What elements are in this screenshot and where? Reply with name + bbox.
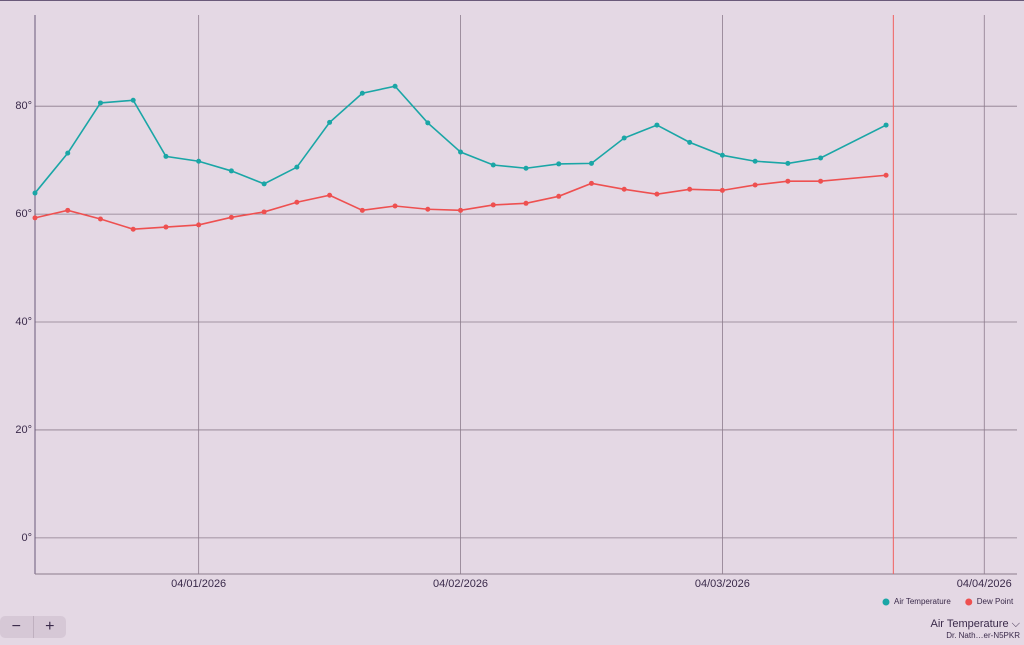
legend-swatch — [965, 598, 973, 606]
data-point — [130, 226, 136, 232]
data-point — [392, 83, 398, 89]
y-tick-label: 0° — [21, 532, 32, 544]
series-line — [34, 174, 887, 231]
data-point — [687, 139, 693, 145]
data-point — [327, 119, 333, 125]
data-point — [458, 207, 464, 213]
data-point — [261, 209, 267, 215]
data-point — [458, 149, 464, 155]
data-point — [294, 164, 300, 170]
metric-name: Air Temperature ⌵ — [930, 618, 1020, 630]
legend-label: Air Temperature — [894, 597, 951, 606]
x-tick-label: 04/03/2026 — [695, 578, 750, 590]
data-point — [359, 90, 365, 96]
y-tick-label: 20° — [15, 424, 32, 436]
data-point — [425, 120, 431, 126]
legend-swatch — [882, 598, 890, 606]
data-point — [621, 186, 627, 192]
data-point — [719, 152, 725, 158]
chart: 0° 20° 40° 60° 80° 04/01/2026 04/02/2026 04/03/… — [0, 0, 1024, 606]
data-point — [752, 182, 758, 188]
x-tick-label: 04/01/2026 — [171, 578, 226, 590]
series-line — [34, 85, 887, 194]
data-point — [752, 158, 758, 164]
data-point — [65, 150, 71, 156]
metric-label: Air Temperature — [930, 618, 1009, 630]
data-point — [687, 186, 693, 192]
data-point — [425, 206, 431, 212]
data-point — [228, 214, 234, 220]
zoom-in-button[interactable]: + — [45, 618, 55, 635]
data-point — [97, 100, 103, 106]
x-tick-label: 04/04/2026 — [957, 578, 1012, 590]
data-point — [228, 168, 234, 174]
data-point — [130, 97, 136, 103]
data-point — [163, 224, 169, 230]
data-point — [261, 181, 267, 187]
data-point — [621, 135, 627, 141]
zoom-out-button[interactable]: − — [0, 616, 34, 638]
y-tick-label: 40° — [15, 316, 32, 328]
data-point — [818, 155, 824, 161]
data-point — [327, 192, 333, 198]
data-point — [490, 162, 496, 168]
data-point — [294, 199, 300, 205]
data-point — [654, 122, 660, 128]
data-point — [818, 178, 824, 184]
data-point — [883, 122, 889, 128]
data-point — [556, 161, 562, 167]
data-point — [556, 193, 562, 199]
data-point — [785, 178, 791, 184]
data-point — [392, 203, 398, 209]
station-name: Dr. Nath…er-N5PKR — [946, 631, 1020, 640]
data-point — [523, 200, 529, 206]
x-tick-label: 04/02/2026 — [433, 578, 488, 590]
data-point — [588, 180, 594, 186]
data-point — [490, 202, 496, 208]
data-point — [32, 215, 38, 221]
y-tick-label: 80° — [15, 100, 32, 112]
data-point — [588, 160, 594, 166]
station-selector[interactable]: Air Temperature ⌵ Dr. Nath…er-N5PKR — [931, 618, 1020, 640]
data-point — [32, 190, 38, 196]
y-tick-label: 60° — [15, 208, 32, 220]
data-point — [196, 158, 202, 164]
data-point — [719, 187, 725, 193]
data-point — [359, 207, 365, 213]
data-point — [654, 191, 660, 197]
data-point — [196, 222, 202, 228]
data-point — [163, 153, 169, 159]
data-point — [883, 172, 889, 178]
legend-label: Dew Point — [977, 597, 1014, 606]
data-point — [65, 207, 71, 213]
data-point — [523, 165, 529, 171]
data-point — [97, 216, 103, 222]
zoom-controls: − + — [0, 616, 66, 638]
data-point — [785, 160, 791, 166]
